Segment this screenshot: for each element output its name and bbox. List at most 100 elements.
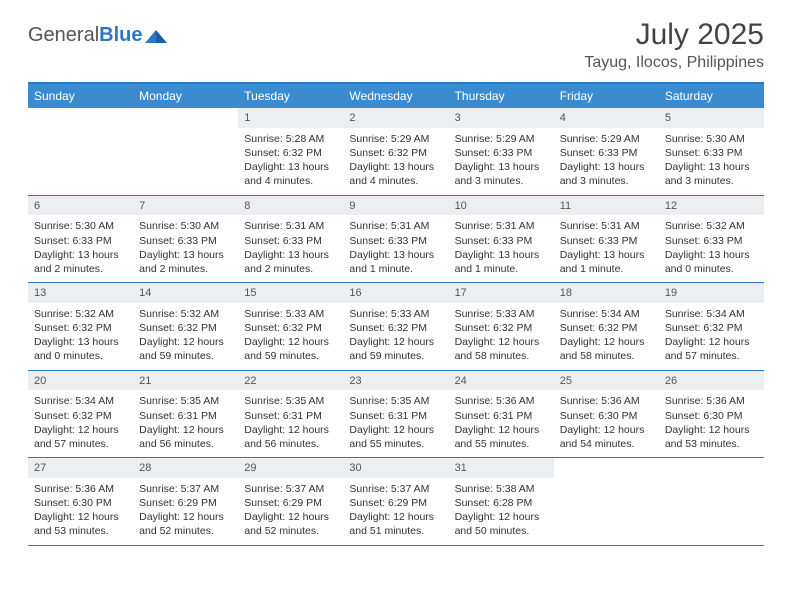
day-body: Sunrise: 5:30 AMSunset: 6:33 PMDaylight:… — [28, 215, 133, 282]
daylight-line: Daylight: 13 hours and 1 minute. — [455, 248, 548, 276]
sunrise-line: Sunrise: 5:33 AM — [349, 307, 442, 321]
sunset-line: Sunset: 6:31 PM — [455, 409, 548, 423]
calendar-week-row: 20Sunrise: 5:34 AMSunset: 6:32 PMDayligh… — [28, 371, 764, 459]
calendar-cell: 8Sunrise: 5:31 AMSunset: 6:33 PMDaylight… — [238, 196, 343, 283]
day-number — [554, 458, 659, 478]
day-body: Sunrise: 5:36 AMSunset: 6:31 PMDaylight:… — [449, 390, 554, 457]
day-body: Sunrise: 5:31 AMSunset: 6:33 PMDaylight:… — [449, 215, 554, 282]
sunrise-line: Sunrise: 5:32 AM — [34, 307, 127, 321]
sunset-line: Sunset: 6:33 PM — [349, 234, 442, 248]
calendar-cell: 1Sunrise: 5:28 AMSunset: 6:32 PMDaylight… — [238, 108, 343, 195]
sunset-line: Sunset: 6:33 PM — [139, 234, 232, 248]
day-body: Sunrise: 5:36 AMSunset: 6:30 PMDaylight:… — [28, 478, 133, 545]
day-body: Sunrise: 5:37 AMSunset: 6:29 PMDaylight:… — [238, 478, 343, 545]
sunrise-line: Sunrise: 5:37 AM — [139, 482, 232, 496]
calendar-cell: 30Sunrise: 5:37 AMSunset: 6:29 PMDayligh… — [343, 458, 448, 545]
day-body: Sunrise: 5:35 AMSunset: 6:31 PMDaylight:… — [133, 390, 238, 457]
sunrise-line: Sunrise: 5:34 AM — [665, 307, 758, 321]
weekday-header: Saturday — [659, 84, 764, 108]
location-subtitle: Tayug, Ilocos, Philippines — [584, 54, 764, 72]
day-number: 16 — [343, 283, 448, 303]
sunrise-line: Sunrise: 5:32 AM — [665, 219, 758, 233]
calendar-cell: 9Sunrise: 5:31 AMSunset: 6:33 PMDaylight… — [343, 196, 448, 283]
logo: GeneralBlue — [28, 24, 167, 47]
sunrise-line: Sunrise: 5:34 AM — [560, 307, 653, 321]
sunset-line: Sunset: 6:33 PM — [455, 234, 548, 248]
daylight-line: Daylight: 12 hours and 55 minutes. — [455, 423, 548, 451]
calendar-cell: 20Sunrise: 5:34 AMSunset: 6:32 PMDayligh… — [28, 371, 133, 458]
day-body: Sunrise: 5:28 AMSunset: 6:32 PMDaylight:… — [238, 128, 343, 195]
daylight-line: Daylight: 13 hours and 4 minutes. — [349, 160, 442, 188]
day-body: Sunrise: 5:33 AMSunset: 6:32 PMDaylight:… — [343, 303, 448, 370]
daylight-line: Daylight: 12 hours and 53 minutes. — [34, 510, 127, 538]
calendar-cell: 25Sunrise: 5:36 AMSunset: 6:30 PMDayligh… — [554, 371, 659, 458]
calendar-weeks: 1Sunrise: 5:28 AMSunset: 6:32 PMDaylight… — [28, 108, 764, 546]
page-title: July 2025 — [584, 18, 764, 52]
day-number: 24 — [449, 371, 554, 391]
day-body: Sunrise: 5:32 AMSunset: 6:33 PMDaylight:… — [659, 215, 764, 282]
day-body: Sunrise: 5:38 AMSunset: 6:28 PMDaylight:… — [449, 478, 554, 545]
calendar-cell: 2Sunrise: 5:29 AMSunset: 6:32 PMDaylight… — [343, 108, 448, 195]
calendar-cell: 21Sunrise: 5:35 AMSunset: 6:31 PMDayligh… — [133, 371, 238, 458]
day-number: 30 — [343, 458, 448, 478]
logo-triangle-icon — [145, 29, 167, 43]
calendar-cell: 11Sunrise: 5:31 AMSunset: 6:33 PMDayligh… — [554, 196, 659, 283]
daylight-line: Daylight: 12 hours and 55 minutes. — [349, 423, 442, 451]
day-number: 15 — [238, 283, 343, 303]
calendar-cell: 16Sunrise: 5:33 AMSunset: 6:32 PMDayligh… — [343, 283, 448, 370]
sunrise-line: Sunrise: 5:35 AM — [139, 394, 232, 408]
calendar-cell: 12Sunrise: 5:32 AMSunset: 6:33 PMDayligh… — [659, 196, 764, 283]
daylight-line: Daylight: 12 hours and 50 minutes. — [455, 510, 548, 538]
calendar-cell: 10Sunrise: 5:31 AMSunset: 6:33 PMDayligh… — [449, 196, 554, 283]
day-number: 9 — [343, 196, 448, 216]
day-body: Sunrise: 5:35 AMSunset: 6:31 PMDaylight:… — [343, 390, 448, 457]
sunset-line: Sunset: 6:29 PM — [244, 496, 337, 510]
sunset-line: Sunset: 6:33 PM — [244, 234, 337, 248]
daylight-line: Daylight: 12 hours and 59 minutes. — [139, 335, 232, 363]
day-body: Sunrise: 5:32 AMSunset: 6:32 PMDaylight:… — [28, 303, 133, 370]
daylight-line: Daylight: 12 hours and 53 minutes. — [665, 423, 758, 451]
sunrise-line: Sunrise: 5:35 AM — [244, 394, 337, 408]
sunrise-line: Sunrise: 5:31 AM — [560, 219, 653, 233]
daylight-line: Daylight: 12 hours and 51 minutes. — [349, 510, 442, 538]
day-body: Sunrise: 5:31 AMSunset: 6:33 PMDaylight:… — [238, 215, 343, 282]
sunset-line: Sunset: 6:31 PM — [139, 409, 232, 423]
day-number: 26 — [659, 371, 764, 391]
day-body: Sunrise: 5:34 AMSunset: 6:32 PMDaylight:… — [554, 303, 659, 370]
day-number: 29 — [238, 458, 343, 478]
sunrise-line: Sunrise: 5:30 AM — [139, 219, 232, 233]
calendar-cell: 27Sunrise: 5:36 AMSunset: 6:30 PMDayligh… — [28, 458, 133, 545]
day-number: 13 — [28, 283, 133, 303]
sunset-line: Sunset: 6:32 PM — [34, 409, 127, 423]
day-body: Sunrise: 5:29 AMSunset: 6:32 PMDaylight:… — [343, 128, 448, 195]
day-number: 7 — [133, 196, 238, 216]
day-number: 12 — [659, 196, 764, 216]
day-body: Sunrise: 5:34 AMSunset: 6:32 PMDaylight:… — [28, 390, 133, 457]
calendar-cell — [133, 108, 238, 195]
calendar-cell — [554, 458, 659, 545]
sunset-line: Sunset: 6:32 PM — [34, 321, 127, 335]
sunrise-line: Sunrise: 5:32 AM — [139, 307, 232, 321]
weekday-header: Thursday — [449, 84, 554, 108]
calendar-cell: 19Sunrise: 5:34 AMSunset: 6:32 PMDayligh… — [659, 283, 764, 370]
daylight-line: Daylight: 13 hours and 0 minutes. — [665, 248, 758, 276]
day-body: Sunrise: 5:37 AMSunset: 6:29 PMDaylight:… — [343, 478, 448, 545]
sunrise-line: Sunrise: 5:37 AM — [244, 482, 337, 496]
day-number: 27 — [28, 458, 133, 478]
day-number: 6 — [28, 196, 133, 216]
daylight-line: Daylight: 13 hours and 4 minutes. — [244, 160, 337, 188]
day-number: 1 — [238, 108, 343, 128]
day-body: Sunrise: 5:31 AMSunset: 6:33 PMDaylight:… — [554, 215, 659, 282]
day-number: 18 — [554, 283, 659, 303]
day-number: 20 — [28, 371, 133, 391]
daylight-line: Daylight: 12 hours and 52 minutes. — [139, 510, 232, 538]
day-number: 14 — [133, 283, 238, 303]
daylight-line: Daylight: 12 hours and 56 minutes. — [244, 423, 337, 451]
daylight-line: Daylight: 13 hours and 3 minutes. — [560, 160, 653, 188]
calendar-cell: 4Sunrise: 5:29 AMSunset: 6:33 PMDaylight… — [554, 108, 659, 195]
day-number — [28, 108, 133, 128]
sunrise-line: Sunrise: 5:34 AM — [34, 394, 127, 408]
day-number: 22 — [238, 371, 343, 391]
daylight-line: Daylight: 13 hours and 0 minutes. — [34, 335, 127, 363]
calendar-cell: 13Sunrise: 5:32 AMSunset: 6:32 PMDayligh… — [28, 283, 133, 370]
